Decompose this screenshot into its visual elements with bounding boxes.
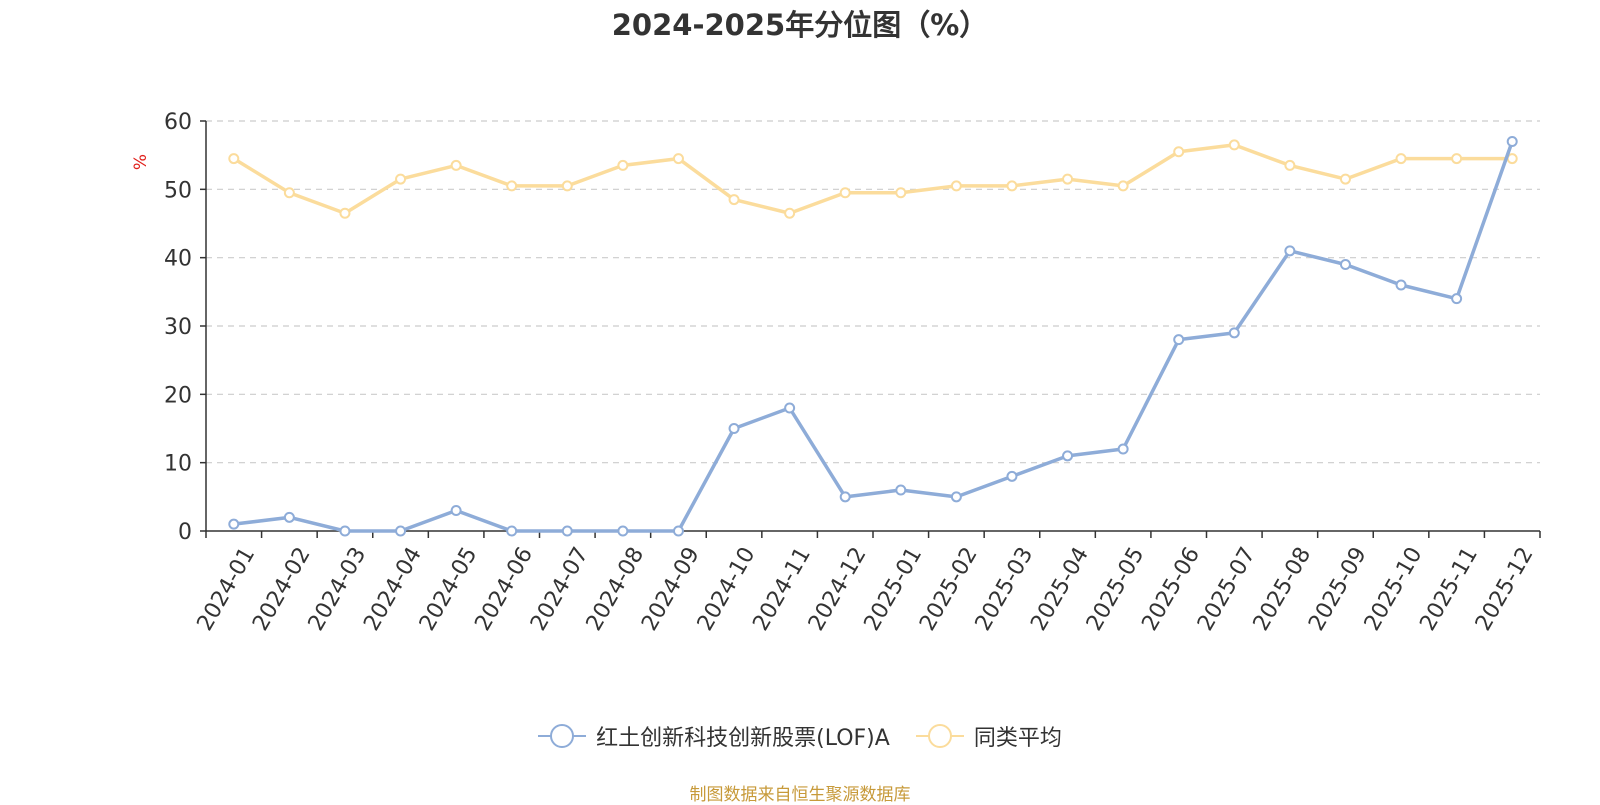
data-point-s1-2024-06	[506, 180, 518, 192]
legend-label-peer-average: 同类平均	[973, 726, 1062, 751]
data-point-s0-2025-11	[1451, 293, 1463, 305]
data-point-s0-2025-06	[1173, 334, 1185, 346]
legend-item-fund[interactable]: 红土创新科技创新股票(LOF)A	[538, 720, 890, 752]
y-axis-unit-label: %	[131, 154, 151, 170]
data-point-s1-2025-09	[1339, 173, 1351, 185]
data-point-s0-2024-10	[728, 423, 740, 434]
data-point-s0-2024-08	[617, 525, 629, 537]
data-point-s1-2024-08	[617, 159, 629, 171]
data-point-s0-2025-04	[1062, 450, 1074, 462]
data-point-s1-2025-10	[1395, 153, 1407, 165]
series-lines	[228, 136, 1518, 537]
y-tick-label-10: 10	[164, 452, 192, 477]
data-point-s1-2024-05	[450, 159, 462, 171]
y-tick-label-0: 0	[178, 520, 192, 545]
data-point-s0-2024-05	[450, 505, 462, 516]
data-point-s0-2024-06	[506, 525, 518, 537]
data-point-s0-2024-09	[672, 525, 684, 537]
data-point-s1-2024-10	[728, 194, 740, 206]
data-point-s1-2025-04	[1062, 173, 1074, 185]
gridlines	[206, 120, 1540, 464]
data-point-s0-2025-08	[1284, 245, 1296, 257]
y-tick-label-50: 50	[164, 178, 192, 203]
chart-title: 2024-2025年分位图（%）	[611, 8, 989, 42]
data-point-s0-2025-07	[1228, 327, 1240, 339]
data-point-s0-2024-01	[228, 518, 240, 530]
data-point-s0-2025-02	[950, 491, 962, 503]
data-point-s1-2024-09	[672, 153, 684, 165]
legend: 红土创新科技创新股票(LOF)A 同类平均	[0, 720, 1600, 752]
data-point-s1-2025-07	[1228, 139, 1240, 151]
data-point-s0-2024-12	[839, 491, 851, 503]
data-point-s1-2024-12	[839, 187, 851, 199]
data-point-s0-2024-04	[395, 525, 407, 537]
data-point-s1-2025-06	[1173, 146, 1185, 158]
legend-marker-fund-icon	[538, 724, 587, 748]
data-point-s1-2025-11	[1451, 153, 1463, 165]
data-point-s1-2025-01	[895, 187, 907, 199]
y-tick-label-40: 40	[164, 247, 192, 272]
series-line-0	[233, 140, 1514, 533]
data-point-s1-2025-02	[950, 180, 962, 192]
data-point-s0-2024-07	[561, 525, 573, 537]
y-tick-label-60: 60	[164, 110, 192, 135]
data-point-s1-2025-05	[1117, 180, 1129, 192]
series-line-1	[232, 143, 1513, 215]
data-point-s1-2024-11	[784, 207, 796, 219]
data-point-s1-2024-03	[339, 207, 351, 219]
y-tick-label-30: 30	[164, 315, 192, 340]
data-point-s0-2025-05	[1117, 443, 1129, 455]
data-point-s0-2025-09	[1339, 259, 1351, 270]
data-point-s1-2024-01	[228, 153, 240, 165]
legend-item-peer-average[interactable]: 同类平均	[915, 720, 1062, 752]
data-point-s0-2025-03	[1006, 470, 1018, 482]
data-point-s0-2024-02	[283, 511, 295, 523]
data-point-s1-2024-07	[561, 180, 573, 192]
data-point-s0-2024-11	[784, 402, 796, 414]
data-point-s1-2025-08	[1284, 159, 1296, 171]
data-point-s0-2024-03	[339, 525, 351, 537]
legend-label-fund: 红土创新科技创新股票(LOF)A	[596, 726, 890, 751]
data-point-s1-2024-02	[283, 187, 295, 199]
legend-marker-peer-average-icon	[915, 724, 964, 748]
data-point-s0-2025-01	[895, 484, 907, 496]
y-tick-label-20: 20	[164, 383, 192, 408]
data-point-s1-2024-04	[395, 173, 407, 185]
data-point-s0-2025-12	[1506, 136, 1518, 147]
source-note: 制图数据来自恒生聚源数据库	[689, 785, 911, 805]
data-point-s0-2025-10	[1395, 279, 1407, 291]
data-point-s1-2025-03	[1006, 180, 1018, 192]
